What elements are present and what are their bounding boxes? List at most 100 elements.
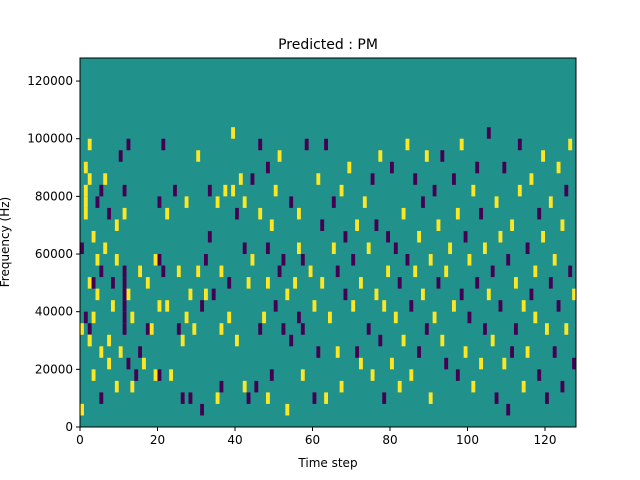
heatmap-cell [157, 254, 162, 266]
heatmap-cell [514, 277, 518, 289]
heatmap-cell [83, 207, 88, 220]
heatmap-cell [568, 138, 573, 151]
heatmap-cell [281, 254, 286, 266]
heatmap-cell [122, 184, 127, 197]
heatmap-cell [157, 300, 162, 312]
heatmap-cell [421, 288, 425, 301]
heatmap-cell [215, 196, 220, 208]
heatmap-cell [289, 334, 294, 347]
heatmap-cell [258, 138, 263, 151]
heatmap-cell [382, 392, 387, 404]
heatmap-cell [289, 196, 294, 208]
heatmap-cell [409, 369, 414, 381]
heatmap-cell [122, 207, 127, 220]
heatmap-cell [432, 311, 437, 324]
heatmap-cell [455, 369, 460, 381]
heatmap-cell [114, 380, 119, 393]
heatmap-cell [405, 254, 410, 266]
heatmap-cell [83, 161, 88, 174]
heatmap-cell [91, 230, 96, 243]
y-axis: 0 20000 40000 60000 80000 100000 120000 [27, 74, 80, 434]
heatmap-cell [235, 334, 239, 347]
heatmap-cell [87, 277, 92, 289]
heatmap-cell [467, 311, 472, 324]
heatmap-cell [297, 207, 301, 220]
heatmap-cell [378, 150, 383, 162]
heatmap-cell [328, 311, 332, 324]
heatmap-cell [548, 277, 553, 289]
heatmap-cell [320, 219, 325, 231]
heatmap-cell [312, 392, 317, 404]
heatmap-cell [200, 300, 205, 312]
y-tick-label: 80000 [35, 189, 73, 203]
heatmap-cell [335, 346, 340, 358]
heatmap-cell [145, 323, 150, 335]
y-axis-label: Frequency (Hz) [0, 197, 12, 288]
heatmap-cell [382, 300, 387, 312]
heatmap-cell [331, 242, 336, 255]
heatmap-cell [517, 138, 522, 151]
heatmap-cell [161, 138, 166, 151]
heatmap-cell [95, 288, 100, 301]
heatmap-cell [87, 323, 92, 335]
heatmap-cell [157, 369, 162, 381]
heatmap-cell [126, 357, 131, 370]
heatmap-cell [83, 196, 88, 208]
heatmap-cell [258, 323, 263, 335]
heatmap-cell [331, 196, 336, 208]
heatmap-cell [266, 392, 270, 404]
heatmap-cell [537, 369, 542, 381]
heatmap-cell [114, 219, 119, 231]
heatmap-cell [545, 392, 549, 404]
heatmap-cell [514, 323, 518, 335]
heatmap-cell [494, 392, 499, 404]
heatmap-cell [560, 219, 565, 231]
y-tick-label: 60000 [35, 247, 73, 261]
heatmap-cell [207, 230, 212, 243]
heatmap-cell [300, 254, 305, 266]
heatmap-cell [401, 334, 406, 347]
heatmap-cell [324, 392, 329, 404]
heatmap-cell [235, 207, 239, 220]
heatmap-cell [479, 207, 484, 220]
heatmap-cell [506, 254, 511, 266]
heatmap-cell [277, 150, 282, 162]
heatmap-cell [83, 184, 88, 197]
heatmap-cell [204, 254, 208, 266]
heatmap-cell [320, 277, 325, 289]
heatmap-cell [266, 277, 270, 289]
y-tick-label: 100000 [27, 132, 73, 146]
heatmap-cell [223, 184, 228, 197]
heatmap-cell [568, 265, 573, 278]
heatmap-cell [184, 311, 189, 324]
heatmap-cell [99, 392, 104, 404]
heatmap-cell [269, 219, 274, 231]
x-axis: 0 20 40 60 80 100 120 [76, 427, 556, 447]
heatmap-cell [246, 277, 251, 289]
heatmap-cell [246, 392, 251, 404]
heatmap-cell [545, 323, 549, 335]
heatmap-cell [335, 265, 340, 278]
heatmap-cell [401, 207, 406, 220]
heatmap-cell [506, 403, 511, 416]
heatmap-cell [471, 380, 476, 393]
heatmap-cell [498, 300, 503, 312]
heatmap-cell [452, 300, 456, 312]
heatmap-cell [475, 277, 480, 289]
heatmap-cell [138, 265, 143, 278]
heatmap-cell [324, 138, 329, 151]
heatmap-cell [386, 265, 391, 278]
heatmap-cell [300, 323, 305, 335]
heatmap-cell [444, 357, 449, 370]
heatmap-cell [413, 265, 418, 278]
heatmap-cell [463, 230, 468, 243]
heatmap-cell [390, 161, 394, 174]
heatmap-cell [126, 288, 131, 301]
heatmap-cell [165, 300, 170, 312]
heatmap-cell [510, 346, 515, 358]
heatmap-cell [231, 127, 236, 139]
heatmap-cell [386, 230, 391, 243]
heatmap-cell [169, 369, 174, 381]
heatmap-cell [122, 300, 127, 312]
heatmap-cell [242, 196, 247, 208]
